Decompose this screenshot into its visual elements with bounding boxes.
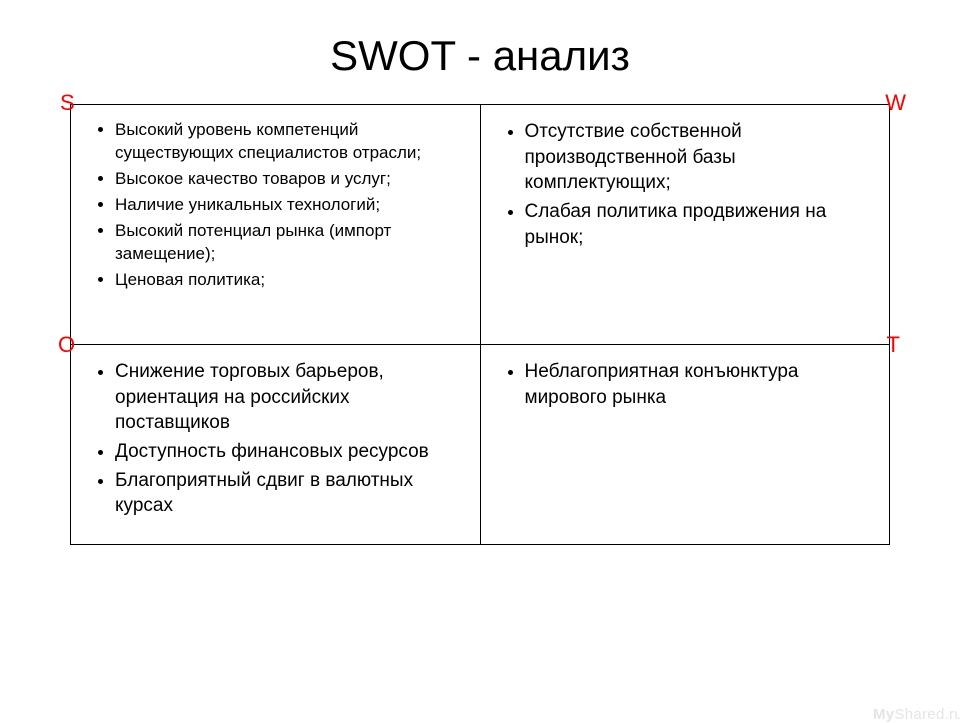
opportunities-list: Снижение торговых барьеров, ориентация н… [87,359,464,519]
label-weaknesses: W [885,90,906,116]
table-row: Снижение торговых барьеров, ориентация н… [71,345,890,545]
list-item: Неблагоприятная конъюнктура мирового рын… [525,359,874,410]
weaknesses-list: Отсутствие собственной производственной … [497,119,874,250]
table-row: Высокий уровень компетенций существующих… [71,105,890,345]
cell-opportunities: Снижение торговых барьеров, ориентация н… [71,345,481,545]
list-item: Высокое качество товаров и услуг; [115,168,464,191]
list-item: Наличие уникальных технологий; [115,194,464,217]
cell-strengths: Высокий уровень компетенций существующих… [71,105,481,345]
swot-table: Высокий уровень компетенций существующих… [70,104,890,545]
label-threats: T [887,332,900,358]
label-strengths: S [60,90,75,116]
list-item: Высокий уровень компетенций существующих… [115,119,464,165]
cell-threats: Неблагоприятная конъюнктура мирового рын… [480,345,890,545]
list-item: Слабая политика продвижения на рынок; [525,199,874,250]
watermark-prefix: My [873,706,894,723]
list-item: Ценовая политика; [115,269,464,292]
threats-list: Неблагоприятная конъюнктура мирового рын… [497,359,874,410]
list-item: Благоприятный сдвиг в валютных курсах [115,468,464,519]
list-item: Высокий потенциал рынка (импорт замещени… [115,220,464,266]
list-item: Доступность финансовых ресурсов [115,439,464,465]
watermark: MyShared.ru [873,706,960,723]
label-opportunities: O [58,332,75,358]
swot-table-wrap: S W O T Высокий уровень компетенций суще… [70,104,890,545]
list-item: Отсутствие собственной производственной … [525,119,874,196]
page-title: SWOT - анализ [0,0,960,104]
list-item: Снижение торговых барьеров, ориентация н… [115,359,464,436]
strengths-list: Высокий уровень компетенций существующих… [87,119,464,292]
watermark-suffix: Shared.ru [894,706,960,723]
cell-weaknesses: Отсутствие собственной производственной … [480,105,890,345]
